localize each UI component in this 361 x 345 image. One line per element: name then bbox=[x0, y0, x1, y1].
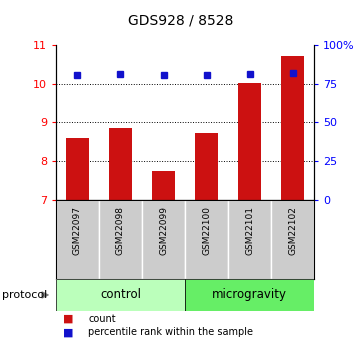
Bar bbox=[238, 83, 261, 200]
Bar bbox=[152, 171, 175, 200]
Text: ■: ■ bbox=[63, 314, 74, 324]
Bar bbox=[195, 133, 218, 200]
Bar bbox=[271, 200, 314, 279]
Bar bbox=[142, 200, 185, 279]
Text: GSM22100: GSM22100 bbox=[202, 206, 211, 255]
Bar bbox=[56, 200, 99, 279]
Text: GSM22098: GSM22098 bbox=[116, 206, 125, 255]
Bar bbox=[185, 279, 314, 311]
Bar bbox=[66, 138, 89, 200]
Text: GSM22102: GSM22102 bbox=[288, 206, 297, 255]
Bar bbox=[99, 200, 142, 279]
Text: GSM22099: GSM22099 bbox=[159, 206, 168, 255]
Text: percentile rank within the sample: percentile rank within the sample bbox=[88, 327, 253, 337]
Text: control: control bbox=[100, 288, 141, 302]
Text: count: count bbox=[88, 314, 116, 324]
Text: ■: ■ bbox=[63, 327, 74, 337]
Bar bbox=[56, 279, 185, 311]
Bar bbox=[228, 200, 271, 279]
Bar bbox=[109, 128, 132, 200]
Text: GDS928 / 8528: GDS928 / 8528 bbox=[128, 14, 233, 28]
Bar bbox=[185, 200, 228, 279]
Text: microgravity: microgravity bbox=[212, 288, 287, 302]
Text: GSM22101: GSM22101 bbox=[245, 206, 254, 255]
Text: protocol: protocol bbox=[2, 290, 47, 300]
Bar bbox=[281, 57, 304, 200]
Text: GSM22097: GSM22097 bbox=[73, 206, 82, 255]
